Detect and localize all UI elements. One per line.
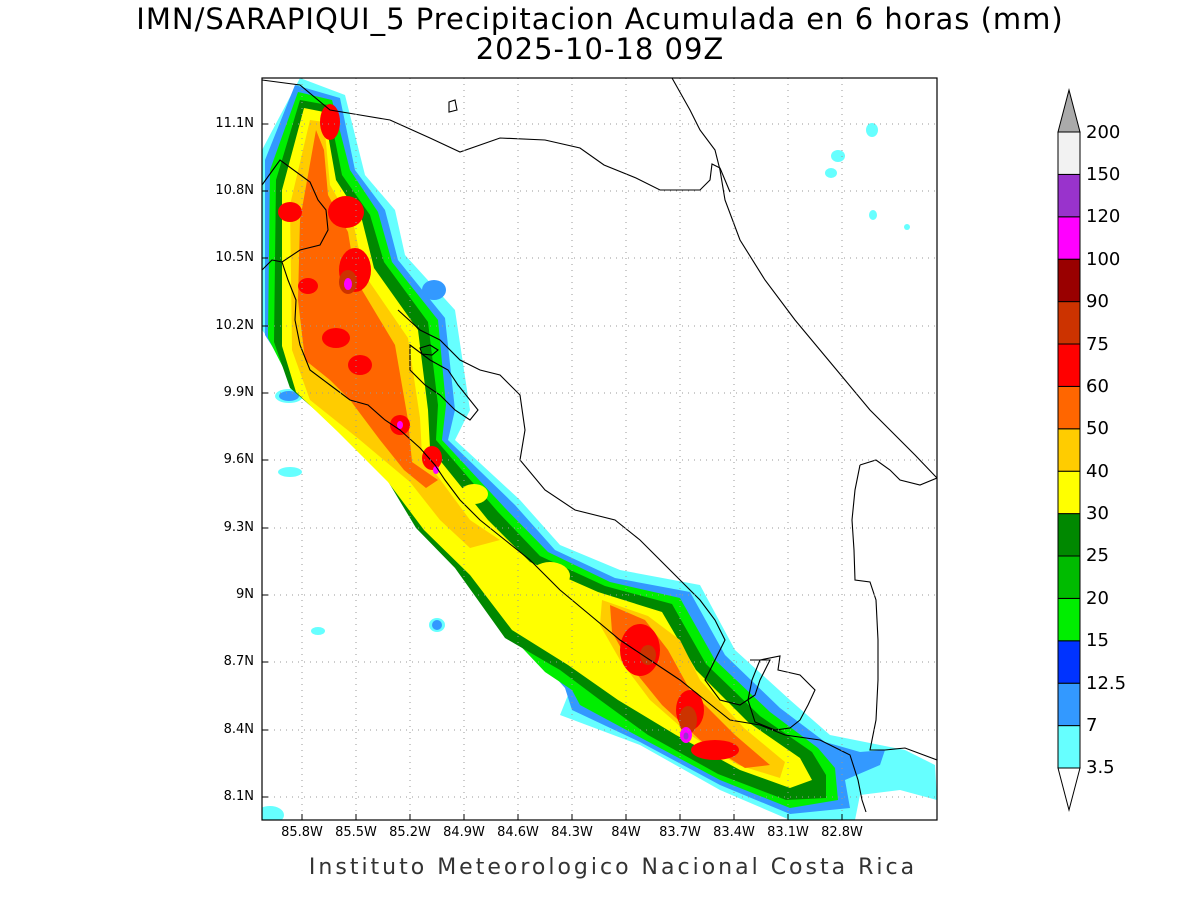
precip-field xyxy=(262,78,937,820)
gridlines xyxy=(262,78,937,820)
colorbar-label: 20 xyxy=(1086,588,1109,609)
lat-label: 8.7N xyxy=(223,654,254,669)
lon-label: 83.7W xyxy=(659,825,701,840)
lat-label: 11.1N xyxy=(215,116,254,131)
lat-label: 9.6N xyxy=(223,452,254,467)
lon-label: 83.1W xyxy=(767,825,809,840)
colorbar-min-arrow xyxy=(1057,767,1081,812)
colorbar-label: 150 xyxy=(1086,164,1121,185)
lon-label: 85.8W xyxy=(281,825,323,840)
colorbar-label: 120 xyxy=(1086,206,1121,227)
map-title: IMN/SARAPIQUI_5 Precipitacion Acumulada … xyxy=(136,2,1064,36)
lat-label: 10.5N xyxy=(215,250,254,265)
map-datetime: 2025-10-18 09Z xyxy=(475,32,725,66)
axis-ticks xyxy=(262,123,843,820)
precip-level-150 xyxy=(683,732,689,740)
lon-label: 85.2W xyxy=(389,825,431,840)
lat-label: 9.9N xyxy=(223,385,254,400)
colorbar-label: 30 xyxy=(1086,503,1109,524)
lon-label: 82.8W xyxy=(821,825,863,840)
colorbar-swatch xyxy=(1057,470,1081,515)
precip-level-15 xyxy=(268,92,838,808)
lon-label: 83.4W xyxy=(713,825,755,840)
lat-label: 8.4N xyxy=(223,722,254,737)
map-frame xyxy=(261,77,938,821)
colorbar-swatch xyxy=(1057,385,1081,430)
colorbar-swatch xyxy=(1057,428,1081,472)
lat-label: 10.8N xyxy=(215,183,254,198)
colorbar-label: 25 xyxy=(1086,545,1109,566)
lon-label: 84.6W xyxy=(497,825,539,840)
colorbar-swatch xyxy=(1057,258,1081,303)
lat-label: 9.3N xyxy=(223,520,254,535)
colorbar-label: 12.5 xyxy=(1086,673,1127,694)
lon-label: 84W xyxy=(611,825,641,840)
footer-credit: Instituto Meteorologico Nacional Costa R… xyxy=(308,855,918,880)
colorbar-swatch xyxy=(1057,682,1081,727)
colorbar-swatch xyxy=(1057,343,1081,387)
colorbar-label: 200 xyxy=(1086,122,1121,143)
lon-label: 84.9W xyxy=(443,825,485,840)
lat-label: 10.2N xyxy=(215,318,254,333)
colorbar-swatch xyxy=(1057,725,1081,769)
colorbar-swatch xyxy=(1057,597,1081,642)
colorbar-label: 40 xyxy=(1086,461,1109,482)
colorbar-swatch xyxy=(1057,216,1081,260)
colorbar xyxy=(1057,88,1081,812)
colorbar-label: 15 xyxy=(1086,630,1109,651)
colorbar-swatch xyxy=(1057,173,1081,218)
colorbar-label: 75 xyxy=(1086,334,1109,355)
colorbar-swatch xyxy=(1057,640,1081,684)
colorbar-label: 90 xyxy=(1086,291,1109,312)
coastlines xyxy=(262,78,937,813)
colorbar-label: 7 xyxy=(1086,715,1098,736)
lat-label: 8.1N xyxy=(223,789,254,804)
colorbar-swatch xyxy=(1057,301,1081,345)
colorbar-swatch xyxy=(1057,555,1081,599)
colorbar-label: 100 xyxy=(1086,249,1121,270)
colorbar-swatch xyxy=(1057,513,1081,557)
colorbar-label: 60 xyxy=(1086,376,1109,397)
lon-label: 84.3W xyxy=(551,825,593,840)
lon-label: 85.5W xyxy=(335,825,377,840)
lat-label: 9N xyxy=(236,587,254,602)
colorbar-max-arrow xyxy=(1057,88,1081,133)
colorbar-label: 3.5 xyxy=(1086,757,1115,778)
colorbar-label: 50 xyxy=(1086,418,1109,439)
colorbar-swatch xyxy=(1057,131,1081,175)
